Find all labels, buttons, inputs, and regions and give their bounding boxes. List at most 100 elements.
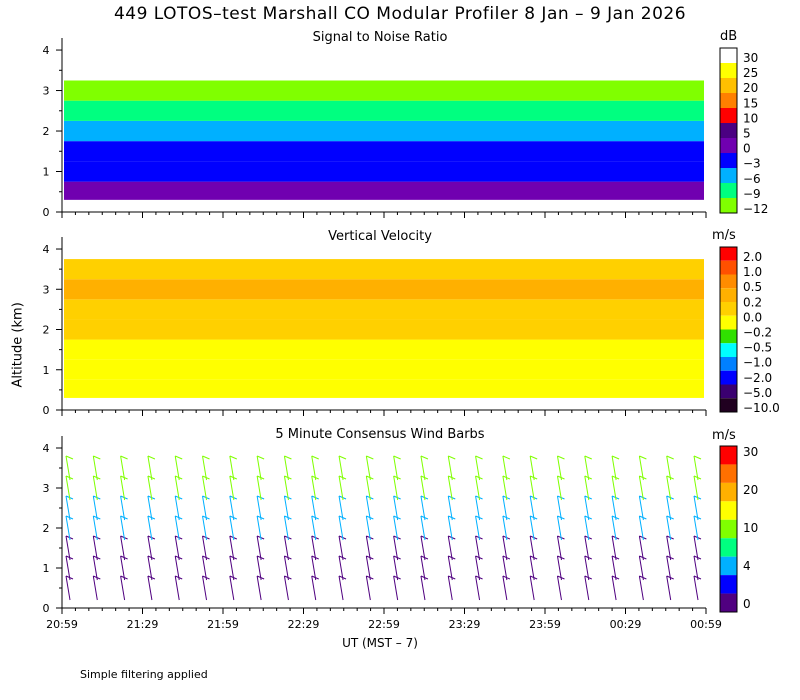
wind-barb-5-2 [120,475,126,501]
wind-barb-0-22 [666,575,672,601]
wind-barb-1-19 [584,555,590,581]
colorbar-swatch-0-4 [720,108,737,123]
colorbar-swatch-0-7 [720,153,737,168]
wind-barb-0-7 [256,575,262,601]
wind-barb-0-20 [611,575,617,601]
wind-barb-1-15 [475,555,481,581]
wind-barb-3-23 [693,515,699,541]
colorbar-label-0-6: 0 [743,142,751,156]
colorbar-label-1-4: 0.0 [743,310,762,324]
wind-barb-6-8 [283,455,289,481]
wind-barb-6-0 [65,455,71,481]
wind-barb-3-0 [65,515,71,541]
wind-barb-0-5 [202,575,208,601]
wind-barb-1-3 [147,555,153,581]
x-tick-label-8: 00:59 [690,618,722,631]
wind-barb-0-19 [584,575,590,601]
wind-barb-6-3 [147,455,153,481]
wind-barb-flag-6-23 [693,455,702,460]
wind-barb-1-4 [174,555,180,581]
wind-barb-0-9 [311,575,317,601]
vv-panel-title: Vertical Velocity [328,229,432,244]
wind-barb-6-23 [693,455,699,481]
colorbar-swatch-1-5 [720,315,737,330]
wind-barb-5-16 [502,475,508,501]
wind-barb-3-8 [283,515,289,541]
wind-barb-flag-6-16 [502,455,511,460]
wind-barb-6-7 [256,455,262,481]
wind-barb-6-5 [202,455,208,481]
wind-barb-6-9 [311,455,317,481]
colorbar-swatch-2-3 [720,501,737,520]
x-tick-label-5: 23:29 [449,618,481,631]
wind-barb-1-8 [283,555,289,581]
heatmap-band-1-3 [64,319,704,340]
x-axis-label: UT (MST – 7) [342,636,418,650]
wind-panel-title: 5 Minute Consensus Wind Barbs [275,427,485,442]
wind-barb-4-13 [420,495,426,521]
colorbar-swatch-2-2 [720,482,737,502]
heatmap-band-1-0 [64,379,704,398]
wind-barb-4-17 [529,495,535,521]
y-tick-label-1-2: 2 [43,324,50,337]
wind-barb-flag-6-21 [639,455,647,460]
wind-barb-0-23 [693,575,699,601]
wind-barb-4-5 [202,495,208,521]
wind-barb-3-19 [584,515,590,541]
wind-barb-2-17 [529,535,535,561]
wind-barb-4-21 [638,495,644,521]
heatmap-band-1-2 [64,339,704,360]
wind-barb-6-15 [475,455,481,481]
x-tick-label-3: 22:29 [288,618,320,631]
y-tick-label-1-4: 4 [43,243,50,256]
wind-barb-3-15 [475,515,481,541]
y-tick-label-0-0: 0 [43,206,50,219]
snr-panel-title: Signal to Noise Ratio [312,30,448,45]
colorbar-label-0-9: −9 [743,187,761,201]
wind-barb-0-17 [529,575,535,601]
colorbar-label-1-5: −0.2 [743,326,772,340]
wind-barb-2-4 [174,535,180,561]
wind-barb-2-3 [147,535,153,561]
wind-barb-3-20 [611,515,617,541]
x-tick-label-4: 22:59 [368,618,400,631]
wind-barb-flag-6-0 [65,455,74,460]
wind-barb-5-23 [693,475,699,501]
colorbar-label-2-4: 0 [743,597,751,611]
colorbar-frame-2 [719,445,738,613]
colorbar-swatch-2-5 [720,538,737,557]
wind-barb-1-12 [393,555,399,581]
wind-barb-4-4 [174,495,180,521]
wind-barb-4-14 [447,495,453,521]
wind-barb-3-7 [256,515,262,541]
wind-barb-4-19 [584,495,590,521]
wind-barb-1-0 [65,555,71,581]
wind-barb-2-2 [120,535,126,561]
wind-barb-5-0 [65,475,71,501]
wind-barb-flag-6-2 [120,455,128,460]
wind-barb-4-3 [147,495,153,521]
colorbar-swatch-0-9 [720,183,737,198]
wind-barb-6-6 [229,455,235,481]
colorbar-label-0-3: 15 [743,96,758,110]
wind-barb-2-8 [283,535,289,561]
colorbar-label-1-6: −0.5 [743,341,772,355]
wind-barb-flag-6-12 [393,455,401,460]
wind-barb-2-16 [502,535,508,561]
heatmap-band-0-0 [64,181,704,200]
wind-barb-0-16 [502,575,508,601]
wind-barb-6-14 [447,455,453,481]
wind-barb-5-15 [475,475,481,501]
colorbar-swatch-2-1 [720,464,737,483]
colorbar-label-0-0: 30 [743,51,758,65]
wind-barb-1-21 [638,555,644,581]
wind-barb-flag-6-7 [256,455,265,460]
wind-barb-1-18 [556,555,562,581]
wind-barb-2-19 [584,535,590,561]
colorbar-frame-1 [719,246,738,413]
wind-barb-3-12 [393,515,399,541]
wind-barb-4-2 [120,495,126,521]
wind-barb-1-6 [229,555,235,581]
wind-barb-4-22 [666,495,672,521]
wind-barb-6-22 [666,455,672,481]
